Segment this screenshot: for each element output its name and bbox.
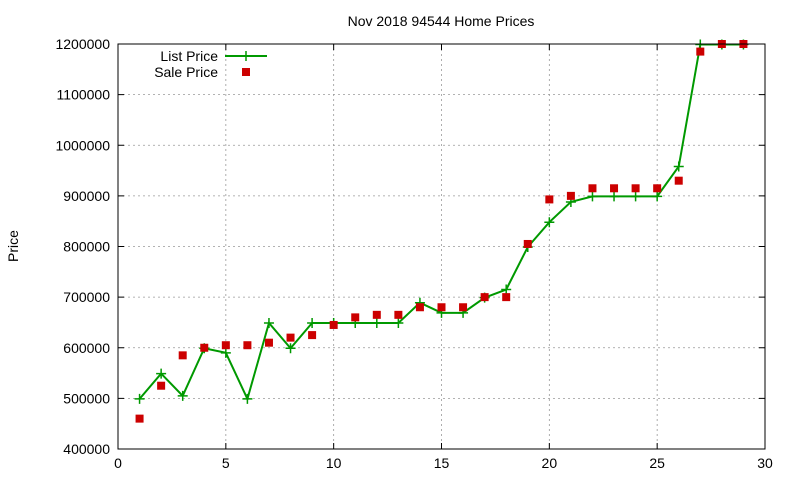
sale-price-point bbox=[610, 184, 619, 193]
x-tick-label: 10 bbox=[326, 455, 342, 471]
sale-price-point bbox=[437, 303, 446, 312]
chart-title: Nov 2018 94544 Home Prices bbox=[348, 13, 535, 29]
list-price-point bbox=[609, 191, 620, 202]
sale-price-point bbox=[243, 341, 252, 350]
y-tick-label: 1100000 bbox=[57, 87, 111, 103]
y-axis-label: Price bbox=[5, 230, 21, 262]
list-price-point bbox=[285, 343, 296, 354]
list-price-point bbox=[501, 284, 512, 295]
y-tick-label: 1200000 bbox=[55, 36, 110, 52]
sale-price-point bbox=[502, 293, 511, 302]
list-price-point bbox=[134, 393, 145, 404]
series-list-price bbox=[134, 39, 749, 404]
sale-price-point bbox=[200, 343, 209, 352]
sale-price-point bbox=[157, 381, 166, 390]
sale-price-point bbox=[221, 341, 230, 350]
list-price-point bbox=[263, 317, 274, 328]
sale-price-point bbox=[566, 191, 575, 200]
sale-price-point bbox=[545, 195, 554, 204]
list-price-point bbox=[156, 368, 167, 379]
sale-price-point bbox=[523, 239, 532, 248]
x-tick-label: 0 bbox=[114, 455, 122, 471]
x-tick-label: 25 bbox=[649, 455, 665, 471]
y-tick-label: 1000000 bbox=[55, 137, 110, 153]
plot-frame bbox=[117, 43, 766, 450]
sale-price-point bbox=[459, 303, 468, 312]
legend-marker-sale-price bbox=[242, 68, 250, 76]
legend-label-list-price: List Price bbox=[160, 48, 218, 64]
list-price-point bbox=[220, 347, 231, 358]
sale-price-point bbox=[135, 414, 144, 423]
sale-price-point bbox=[351, 313, 360, 322]
sale-price-point bbox=[696, 47, 705, 56]
sale-price-point bbox=[394, 310, 403, 319]
grid bbox=[117, 43, 766, 450]
list-price-point bbox=[371, 317, 382, 328]
x-tick-label: 30 bbox=[757, 455, 773, 471]
sale-price-point bbox=[674, 176, 683, 185]
sale-price-point bbox=[329, 320, 338, 329]
y-tick-label: 400000 bbox=[63, 441, 110, 457]
list-price-point bbox=[673, 161, 684, 172]
sale-price-point bbox=[588, 184, 597, 193]
sale-price-point bbox=[178, 351, 187, 360]
sale-price-point bbox=[286, 333, 295, 342]
sale-price-point bbox=[480, 293, 489, 302]
x-tick-label: 15 bbox=[434, 455, 450, 471]
sale-price-point bbox=[372, 310, 381, 319]
list-price-point bbox=[544, 217, 555, 228]
list-price-point bbox=[587, 191, 598, 202]
sale-price-point bbox=[631, 184, 640, 193]
legend-label-sale-price: Sale Price bbox=[154, 64, 218, 80]
sale-price-point bbox=[308, 331, 317, 340]
tick-labels: 0 5 10 15 20 25 30 400000 500000 600000 700000 8000… bbox=[55, 36, 773, 471]
y-tick-label: 700000 bbox=[63, 289, 110, 305]
list-price-point bbox=[177, 390, 188, 401]
y-tick-label: 900000 bbox=[63, 188, 110, 204]
legend-marker-list-price bbox=[241, 51, 251, 61]
list-price-point bbox=[652, 191, 663, 202]
list-price-point bbox=[307, 317, 318, 328]
sale-price-point bbox=[264, 338, 273, 347]
list-price-point bbox=[242, 393, 253, 404]
list-price-point bbox=[630, 191, 641, 202]
sale-price-point bbox=[653, 184, 662, 193]
list-price-point bbox=[393, 317, 404, 328]
y-tick-label: 600000 bbox=[63, 340, 110, 356]
x-tick-label: 20 bbox=[542, 455, 558, 471]
y-tick-label: 800000 bbox=[63, 239, 110, 255]
sale-price-point bbox=[415, 303, 424, 312]
y-tick-label: 500000 bbox=[63, 390, 110, 406]
x-tick-label: 5 bbox=[222, 455, 230, 471]
